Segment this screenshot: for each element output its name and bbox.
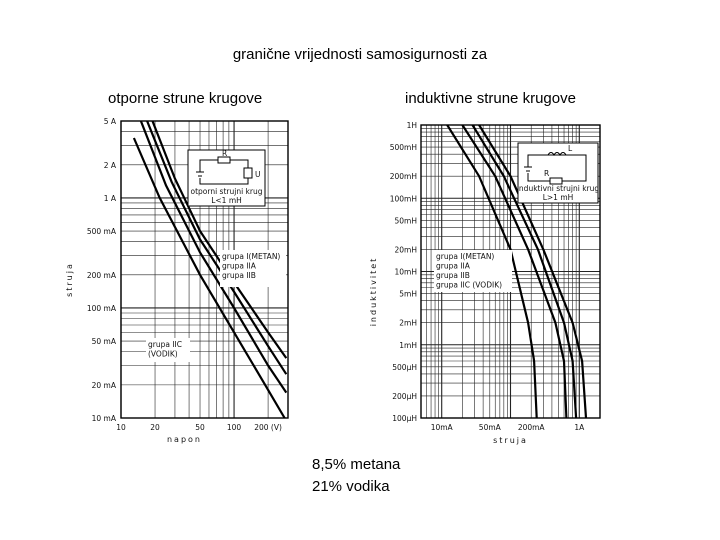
- x-tick-label: 20: [150, 423, 160, 432]
- y-tick-label: 2mH: [399, 319, 417, 328]
- x-tick-label: 50: [195, 423, 205, 432]
- series-label: grupa IIA: [222, 262, 257, 271]
- y-tick-label: 10 mA: [92, 414, 117, 423]
- right-chart-heading: induktivne strune krugove: [405, 90, 576, 107]
- y-axis-label: induktivitet: [369, 257, 378, 327]
- series-label: grupa I(METAN): [222, 252, 280, 261]
- y-tick-label: 100µH: [392, 414, 417, 423]
- hydrogen-annotation: grupa IIC(VODIK): [146, 338, 190, 362]
- x-tick-label: 10mA: [431, 423, 454, 432]
- resistor-symbol: [549, 177, 563, 185]
- y-tick-label: 500 mA: [87, 227, 117, 236]
- note-hydrogen: 21% vodika: [312, 478, 390, 495]
- x-tick-label: 1A: [574, 423, 585, 432]
- right-series-3: [461, 124, 568, 419]
- y-tick-label: 500mH: [390, 143, 417, 152]
- y-tick-label: 1mH: [399, 341, 417, 350]
- y-tick-label: 200µH: [392, 392, 417, 401]
- left-series-2: [146, 120, 288, 375]
- y-tick-label: 200mH: [390, 172, 417, 181]
- y-tick-label: 10mH: [395, 268, 418, 277]
- left-series-4: [132, 137, 286, 419]
- series-label: grupa IIC (VODIK): [436, 281, 502, 290]
- voltage-letter: U: [255, 170, 261, 179]
- y-axis-label: struja: [65, 262, 74, 297]
- inductor-letter: L: [568, 144, 573, 153]
- y-tick-label: 100mH: [390, 194, 417, 203]
- y-tick-label: 500µH: [392, 363, 417, 372]
- label-backdrop: [220, 250, 286, 287]
- left-series-1: [151, 120, 288, 359]
- load-symbol: [243, 167, 253, 179]
- y-tick-label: 5mH: [399, 290, 417, 299]
- y-tick-label: 50 mA: [92, 337, 117, 346]
- series-label: (VODIK): [148, 350, 178, 359]
- x-axis-label: napon: [167, 435, 202, 444]
- left-chart-heading: otporne strune krugove: [108, 90, 263, 107]
- series-label: grupa I(METAN): [436, 252, 494, 261]
- y-tick-label: 20mH: [395, 245, 418, 254]
- y-tick-label: 20 mA: [92, 381, 117, 390]
- series-label: grupa IIA: [436, 262, 471, 271]
- right-series-1: [478, 124, 588, 419]
- label-backdrop: [434, 250, 512, 292]
- slide-title: granične vrijednosti samosigurnosti za: [232, 46, 488, 63]
- y-tick-label: 5 A: [104, 117, 117, 126]
- plot-frame: [120, 120, 289, 419]
- right-series-2: [471, 124, 578, 419]
- circuit-wire: [527, 154, 587, 182]
- resistor-symbol: [217, 156, 231, 164]
- y-tick-label: 2 A: [104, 161, 117, 170]
- x-axis-label: struja: [493, 436, 528, 445]
- inset-caption: otporni strujni krug: [191, 187, 263, 196]
- resistor-letter: R: [544, 169, 549, 178]
- right-series-4: [446, 124, 538, 419]
- inductor-symbol: [547, 152, 567, 156]
- x-tick-label: 100: [227, 423, 242, 432]
- x-tick-label: 200 (V): [254, 423, 282, 432]
- x-tick-label: 50mA: [479, 423, 502, 432]
- label-backdrop: [146, 338, 190, 362]
- x-tick-label: 200mA: [518, 423, 546, 432]
- series-label: grupa IIB: [222, 271, 256, 280]
- resistor-letter: R: [222, 149, 227, 158]
- series-label: grupa IIC: [148, 340, 182, 349]
- inset-caption: induktivni strujni krug: [517, 184, 600, 193]
- plot-frame: [420, 124, 601, 419]
- x-tick-label: 10: [116, 423, 126, 432]
- y-tick-label: 100 mA: [87, 304, 117, 313]
- y-tick-label: 1 A: [104, 194, 117, 203]
- note-methane: 8,5% metana: [312, 456, 401, 473]
- inset-caption-limit: L>1 mH: [543, 193, 574, 202]
- y-tick-label: 1H: [407, 121, 417, 130]
- y-tick-label: 200 mA: [87, 271, 117, 280]
- y-tick-label: 50mH: [395, 216, 418, 225]
- inset-caption-limit: L<1 mH: [211, 196, 242, 205]
- series-label: grupa IIB: [436, 271, 470, 280]
- left-series-3: [139, 120, 288, 394]
